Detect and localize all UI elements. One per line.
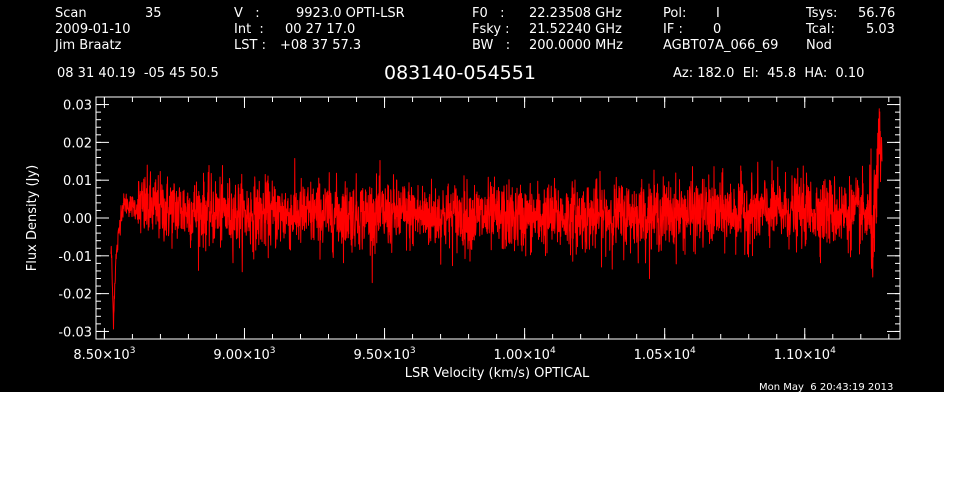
tcal-label: Tcal: bbox=[806, 22, 835, 37]
scan-number: 35 bbox=[145, 6, 162, 21]
plot-panel: Scan 35 2009-01-10 Jim Braatz 08 31 40.1… bbox=[0, 0, 944, 393]
x-tick-label: 1.10×104 bbox=[774, 346, 836, 363]
tcal-value: 5.03 bbox=[866, 22, 895, 37]
rest-frequency-value: 22.23508 GHz bbox=[529, 6, 622, 21]
spectrum-line bbox=[110, 108, 883, 330]
source-name: 083140-054551 bbox=[384, 62, 536, 84]
observer-name: Jim Braatz bbox=[55, 38, 122, 53]
integration-value: 00 27 17.0 bbox=[285, 22, 356, 37]
x-tick-label: 9.50×103 bbox=[353, 346, 415, 363]
az-el-ha: Az: 182.0 El: 45.8 HA: 0.10 bbox=[673, 66, 865, 81]
bandwidth-label: BW : bbox=[472, 38, 511, 53]
y-axis-title: Flux Density (Jy) bbox=[25, 165, 40, 271]
velocity-label: V : bbox=[234, 6, 260, 21]
x-tick-label: 1.00×104 bbox=[494, 346, 556, 363]
y-tick-label: -0.03 bbox=[58, 325, 92, 340]
x-tick-label: 8.50×103 bbox=[73, 346, 135, 363]
y-tick-label: -0.02 bbox=[58, 288, 92, 303]
lst-label: LST : bbox=[234, 38, 266, 53]
rest-frequency-label: F0 : bbox=[472, 6, 505, 21]
polarization-value: I bbox=[716, 6, 720, 21]
lst-value: +08 37 57.3 bbox=[280, 38, 362, 53]
observing-mode: Nod bbox=[806, 38, 832, 53]
integration-label: Int : bbox=[234, 22, 264, 37]
sky-frequency-label: Fsky : bbox=[472, 22, 510, 37]
x-axis-title: LSR Velocity (km/s) OPTICAL bbox=[405, 366, 590, 381]
polarization-label: Pol: bbox=[663, 6, 687, 21]
sky-frequency-value: 21.52240 GHz bbox=[529, 22, 622, 37]
if-value: 0 bbox=[713, 22, 722, 37]
bandwidth-value: 200.0000 MHz bbox=[529, 38, 623, 53]
timestamp: Mon May 6 20:43:19 2013 bbox=[759, 382, 894, 393]
spectrum-chart: 8.50×103 9.00×103 9.50×103 1.00×104 1.05×104… bbox=[25, 96, 901, 381]
y-tick-label: 0.01 bbox=[63, 174, 92, 189]
velocity-value: 9923.0 OPTI-LSR bbox=[296, 6, 405, 21]
plot-frame bbox=[95, 96, 901, 340]
project-id: AGBT07A_066_69 bbox=[663, 38, 779, 53]
y-tick-label: -0.01 bbox=[58, 250, 92, 265]
scan-label: Scan bbox=[55, 6, 87, 21]
ra-dec: 08 31 40.19 -05 45 50.5 bbox=[57, 66, 219, 81]
observation-date: 2009-01-10 bbox=[55, 22, 131, 37]
tsys-value: 56.76 bbox=[858, 6, 896, 21]
y-tick-label: 0.03 bbox=[63, 99, 92, 114]
if-label: IF : bbox=[663, 22, 683, 37]
tsys-label: Tsys: bbox=[806, 6, 838, 21]
y-tick-label: 0.00 bbox=[63, 212, 92, 227]
x-tick-label: 1.05×104 bbox=[634, 346, 696, 363]
x-tick-label: 9.00×103 bbox=[213, 346, 275, 363]
y-tick-label: 0.02 bbox=[63, 136, 92, 151]
